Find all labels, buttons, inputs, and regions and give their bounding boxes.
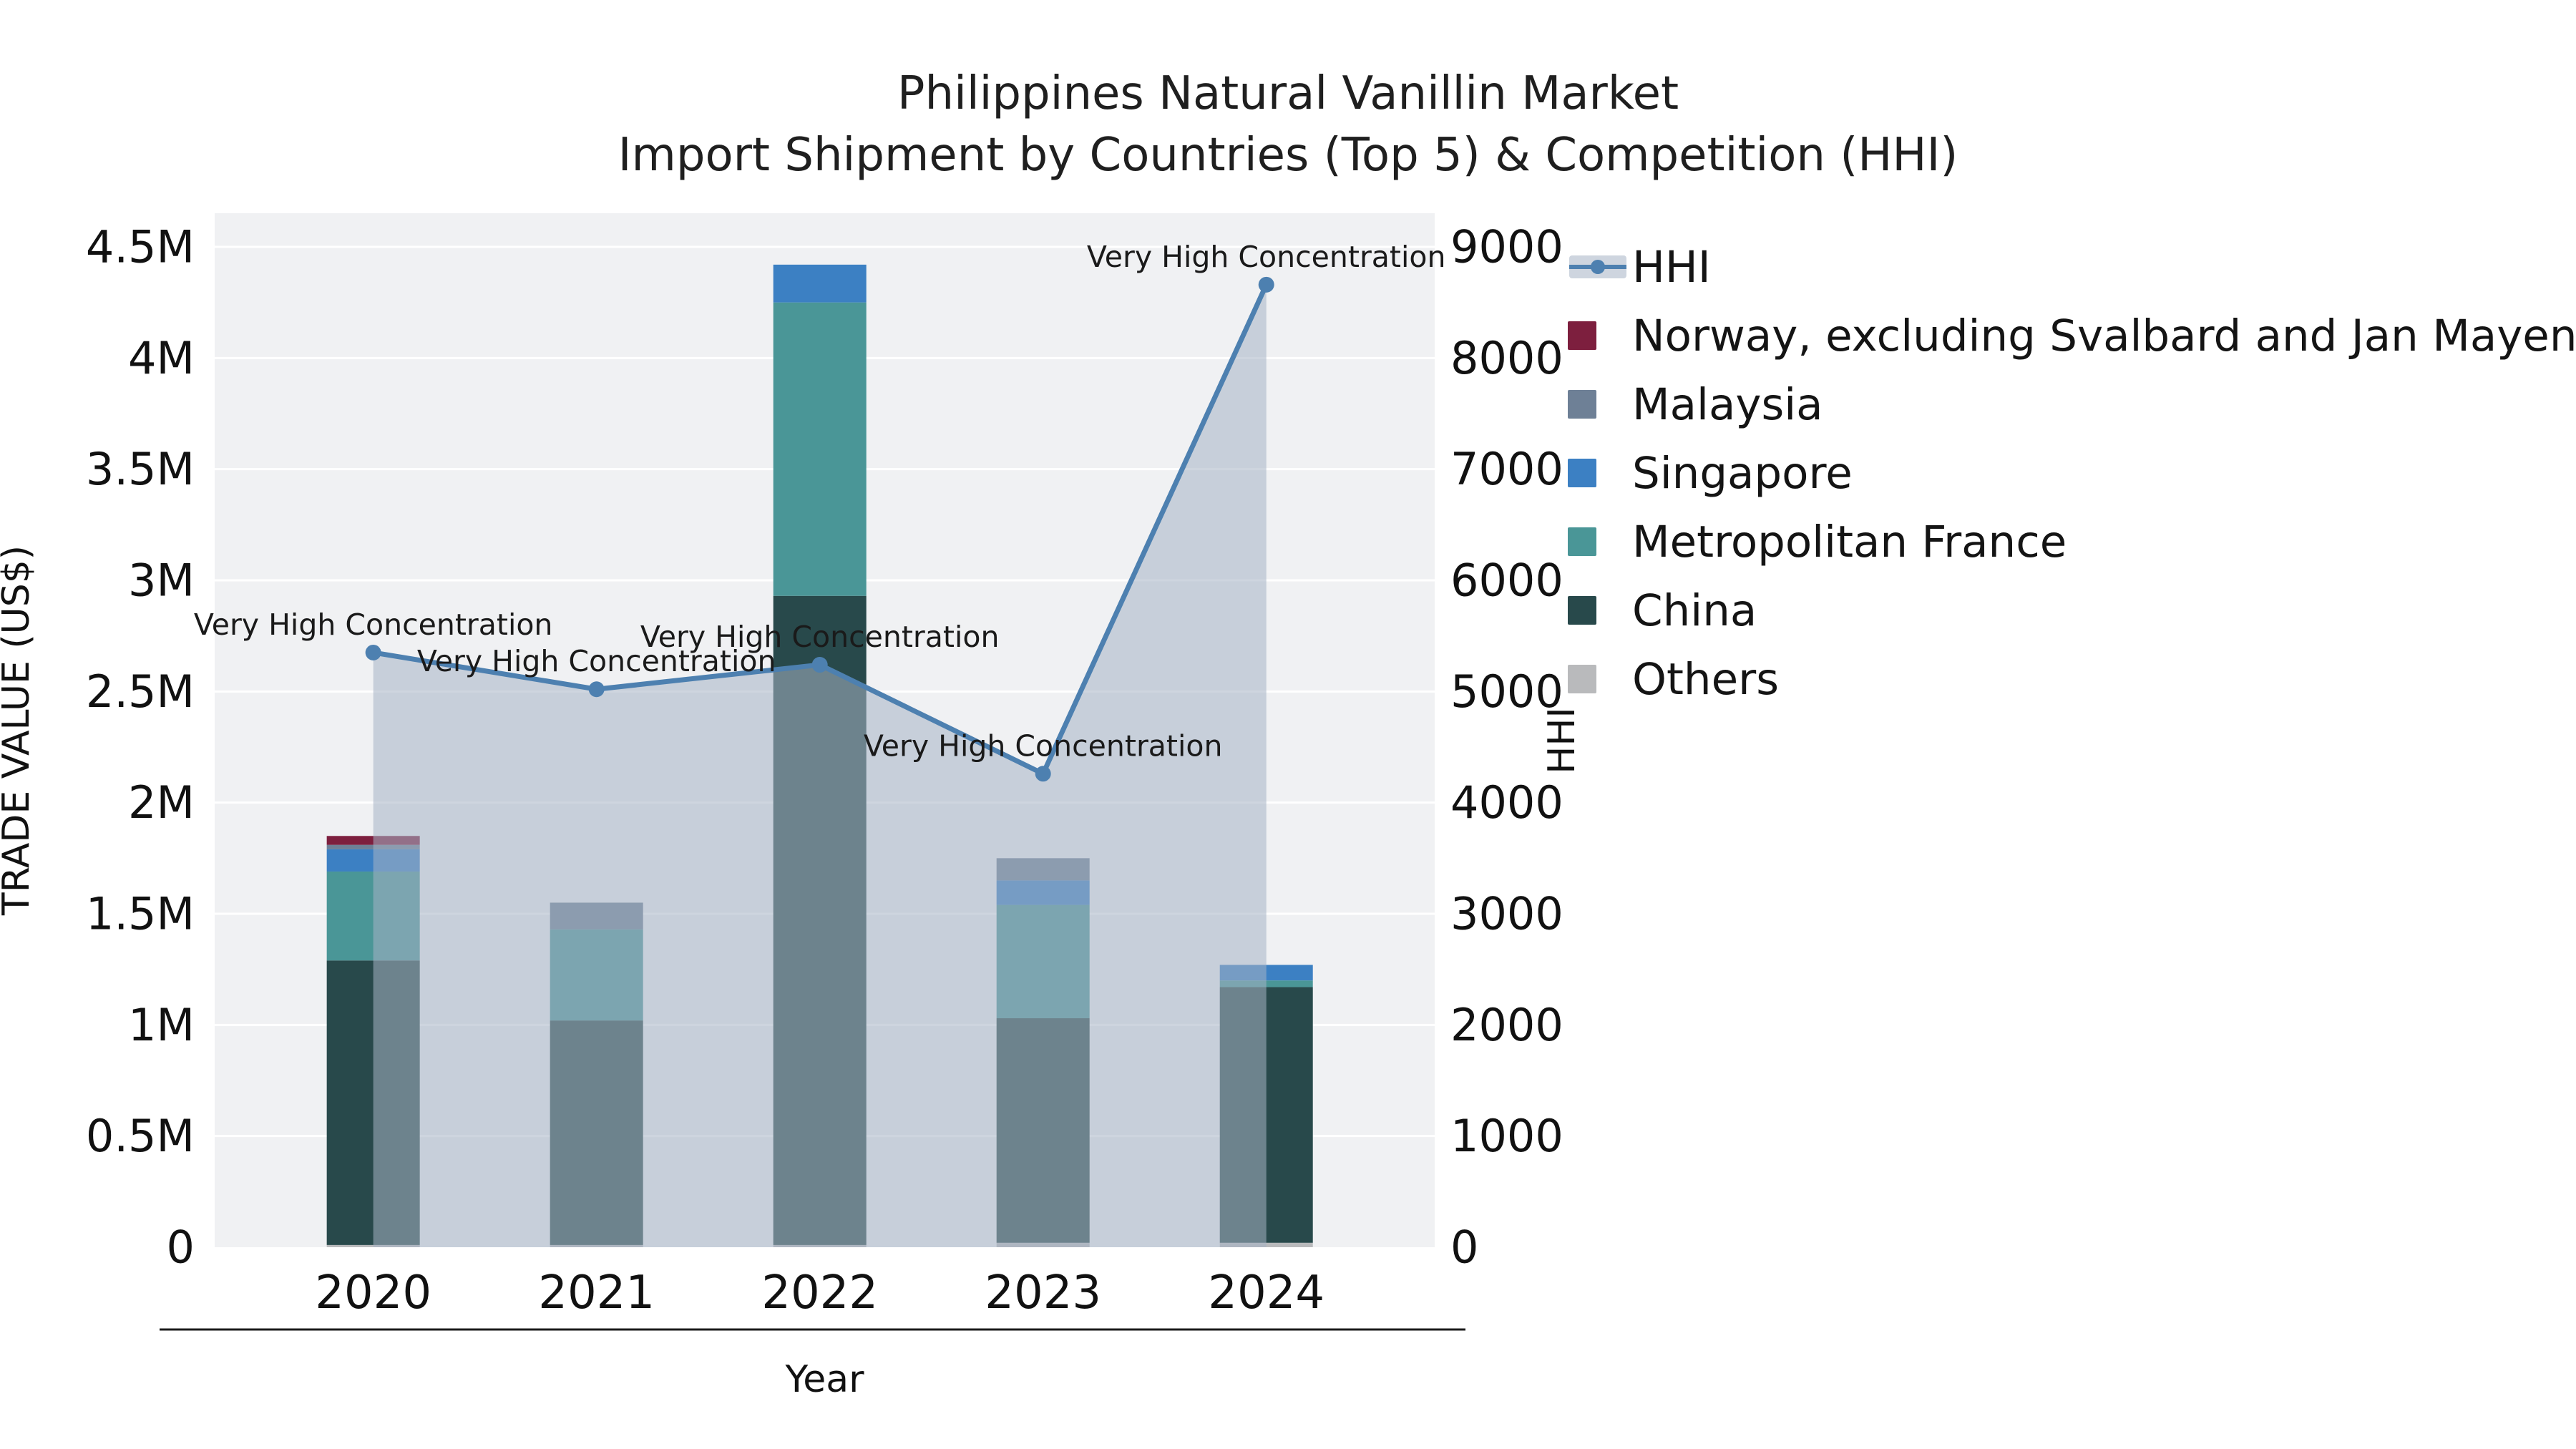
legend-swatch-marker xyxy=(1563,390,1632,419)
y-tick-right-1000: 1000 xyxy=(1450,1110,1563,1162)
legend-label: Others xyxy=(1632,653,1779,705)
y-tick-left-1M: 1M xyxy=(128,999,195,1051)
hhi-line-legend-marker xyxy=(1563,250,1632,283)
y-tick-left-4M: 4M xyxy=(128,332,195,384)
y-tick-right-7000: 7000 xyxy=(1450,443,1563,495)
legend-item-others: Others xyxy=(1563,650,2576,708)
legend-label: Singapore xyxy=(1632,447,1853,499)
legend-label: China xyxy=(1632,585,1757,636)
hhi-point-2023 xyxy=(1035,766,1051,782)
y-tick-left-3.5M: 3.5M xyxy=(86,443,195,495)
color-swatch xyxy=(1568,596,1596,625)
y-tick-right-6000: 6000 xyxy=(1450,555,1563,607)
y-tick-right-0: 0 xyxy=(1450,1221,1478,1274)
annotation-2024: Very High Concentration xyxy=(1087,240,1446,274)
y-tick-right-3000: 3000 xyxy=(1450,888,1563,940)
y-tick-left-4.5M: 4.5M xyxy=(86,221,195,273)
x-tick-label-2024: 2024 xyxy=(1208,1267,1324,1319)
x-tick-label-2023: 2023 xyxy=(985,1267,1101,1319)
y-tick-left-2.5M: 2.5M xyxy=(86,665,195,718)
legend-swatch-marker xyxy=(1563,665,1632,693)
legend-label: HHI xyxy=(1632,241,1711,293)
legend-label: Metropolitan France xyxy=(1632,516,2067,567)
legend-swatch-marker xyxy=(1563,459,1632,487)
legend-label: Norway, excluding Svalbard and Jan Mayen xyxy=(1632,310,2576,361)
y-tick-right-4000: 4000 xyxy=(1450,776,1563,829)
color-swatch xyxy=(1568,321,1596,350)
bar-segment-2022-metropolitan-france xyxy=(773,302,867,596)
chart-title-block: Philippines Natural Vanillin Market Impo… xyxy=(0,63,2576,186)
legend-item-malaysia: Malaysia xyxy=(1563,375,2576,434)
legend-swatch-marker xyxy=(1563,321,1632,350)
x-tick-label-2020: 2020 xyxy=(315,1267,431,1319)
y-tick-right-2000: 2000 xyxy=(1450,999,1563,1051)
legend-item-hhi: HHI xyxy=(1563,238,2576,296)
annotation-2023: Very High Concentration xyxy=(864,728,1223,763)
y-tick-right-9000: 9000 xyxy=(1450,221,1563,273)
y-tick-right-5000: 5000 xyxy=(1450,665,1563,718)
y-tick-left-3M: 3M xyxy=(128,555,195,607)
legend-item-singapore: Singapore xyxy=(1563,444,2576,502)
legend-swatch-marker xyxy=(1563,596,1632,625)
legend-item-china: China xyxy=(1563,581,2576,640)
chart-subtitle: Import Shipment by Countries (Top 5) & C… xyxy=(618,129,1958,182)
x-axis-title: Year xyxy=(784,1358,864,1401)
annotation-2020: Very High Concentration xyxy=(194,608,553,642)
y-axis-title-left: TRADE VALUE (US$) xyxy=(0,545,38,916)
y-axis-title-right: HHI xyxy=(1541,707,1584,774)
chart-title: Philippines Natural Vanillin Market xyxy=(897,67,1679,120)
chart-legend: HHI Norway, excluding Svalbard and Jan Ma… xyxy=(1563,238,2576,708)
bar-segment-2022-singapore xyxy=(773,264,867,303)
y-tick-left-2M: 2M xyxy=(128,776,195,829)
y-tick-right-8000: 8000 xyxy=(1450,332,1563,384)
legend-swatch-marker xyxy=(1563,527,1632,556)
y-tick-left-0: 0 xyxy=(167,1221,195,1274)
hhi-legend-glyph xyxy=(1569,255,1626,278)
hhi-point-2022 xyxy=(811,657,828,673)
color-swatch xyxy=(1568,527,1596,556)
color-swatch xyxy=(1568,665,1596,693)
hhi-area xyxy=(373,284,1267,1247)
legend-item-metropolitan-france: Metropolitan France xyxy=(1563,512,2576,571)
y-tick-left-1.5M: 1.5M xyxy=(86,888,195,940)
color-swatch xyxy=(1568,459,1596,487)
annotation-2022: Very High Concentration xyxy=(640,620,1000,654)
y-tick-left-0.5M: 0.5M xyxy=(86,1110,195,1162)
legend-item-norway-excluding-svalbard-and-jan-mayen: Norway, excluding Svalbard and Jan Mayen xyxy=(1563,306,2576,365)
annotation-2021: Very High Concentration xyxy=(417,644,776,678)
hhi-point-2024 xyxy=(1258,276,1274,293)
color-swatch xyxy=(1568,390,1596,419)
hhi-point-2021 xyxy=(588,681,605,698)
x-tick-label-2021: 2021 xyxy=(538,1267,655,1319)
x-tick-label-2022: 2022 xyxy=(761,1267,878,1319)
hhi-point-2020 xyxy=(365,644,381,660)
legend-label: Malaysia xyxy=(1632,379,1823,430)
